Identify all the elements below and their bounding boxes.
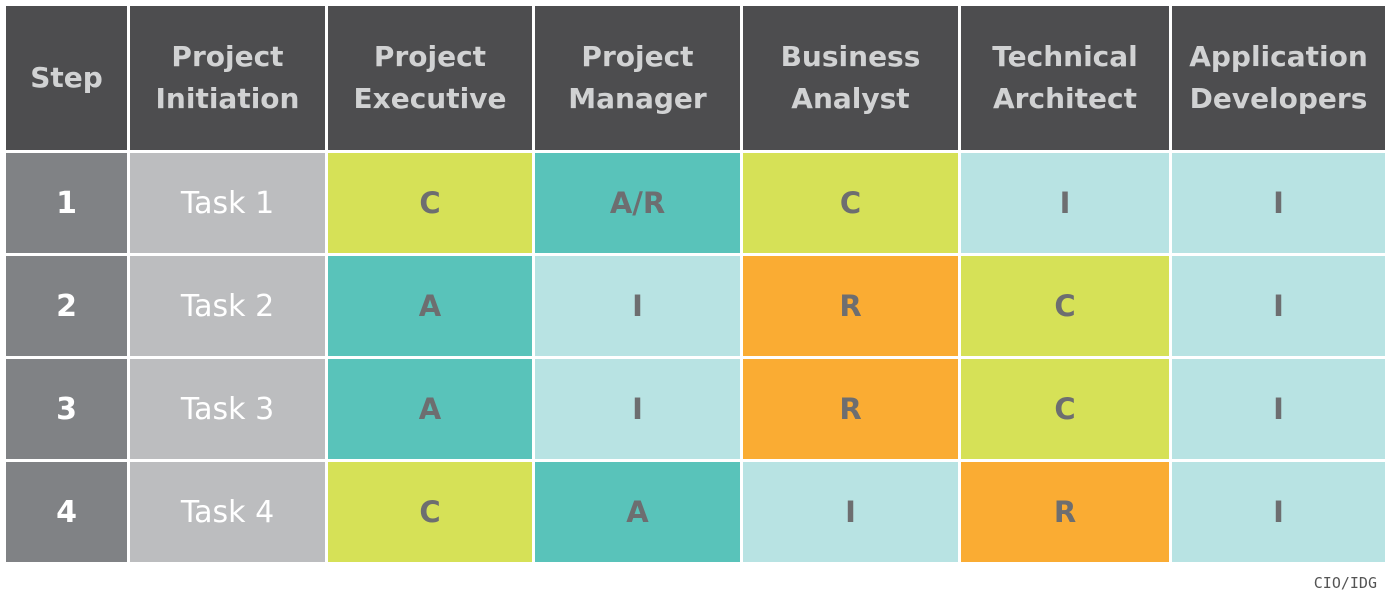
raci-cell-project-manager: A [535,462,740,562]
column-header-project-executive: Project Executive [328,6,532,150]
raci-cell-business-analyst: R [743,256,958,356]
column-header-project-manager: Project Manager [535,6,740,150]
raci-cell-business-analyst: C [743,153,958,253]
column-header-business-analyst: Business Analyst [743,6,958,150]
raci-cell-business-analyst: I [743,462,958,562]
step-number: 4 [6,462,127,562]
step-number: 1 [6,153,127,253]
raci-cell-application-developers: I [1172,359,1385,459]
raci-cell-application-developers: I [1172,153,1385,253]
task-name: Task 2 [130,256,325,356]
step-number: 3 [6,359,127,459]
column-header-project-initiation: Project Initiation [130,6,325,150]
raci-cell-application-developers: I [1172,462,1385,562]
raci-matrix-table: Step Project Initiation Project Executive Pro… [6,6,1385,562]
raci-cell-technical-architect: R [961,462,1169,562]
raci-cell-project-executive: A [328,359,532,459]
raci-cell-project-manager: A/R [535,153,740,253]
task-name: Task 3 [130,359,325,459]
raci-cell-project-executive: A [328,256,532,356]
image-credit: CIO/IDG [1313,574,1377,592]
raci-cell-application-developers: I [1172,256,1385,356]
raci-cell-technical-architect: I [961,153,1169,253]
task-name: Task 4 [130,462,325,562]
column-header-technical-architect: Technical Architect [961,6,1169,150]
raci-cell-project-executive: C [328,462,532,562]
raci-cell-project-manager: I [535,359,740,459]
task-name: Task 1 [130,153,325,253]
raci-cell-project-executive: C [328,153,532,253]
column-header-application-developers: Application Developers [1172,6,1385,150]
column-header-step: Step [6,6,127,150]
step-number: 2 [6,256,127,356]
raci-cell-business-analyst: R [743,359,958,459]
raci-cell-technical-architect: C [961,359,1169,459]
raci-cell-project-manager: I [535,256,740,356]
raci-cell-technical-architect: C [961,256,1169,356]
